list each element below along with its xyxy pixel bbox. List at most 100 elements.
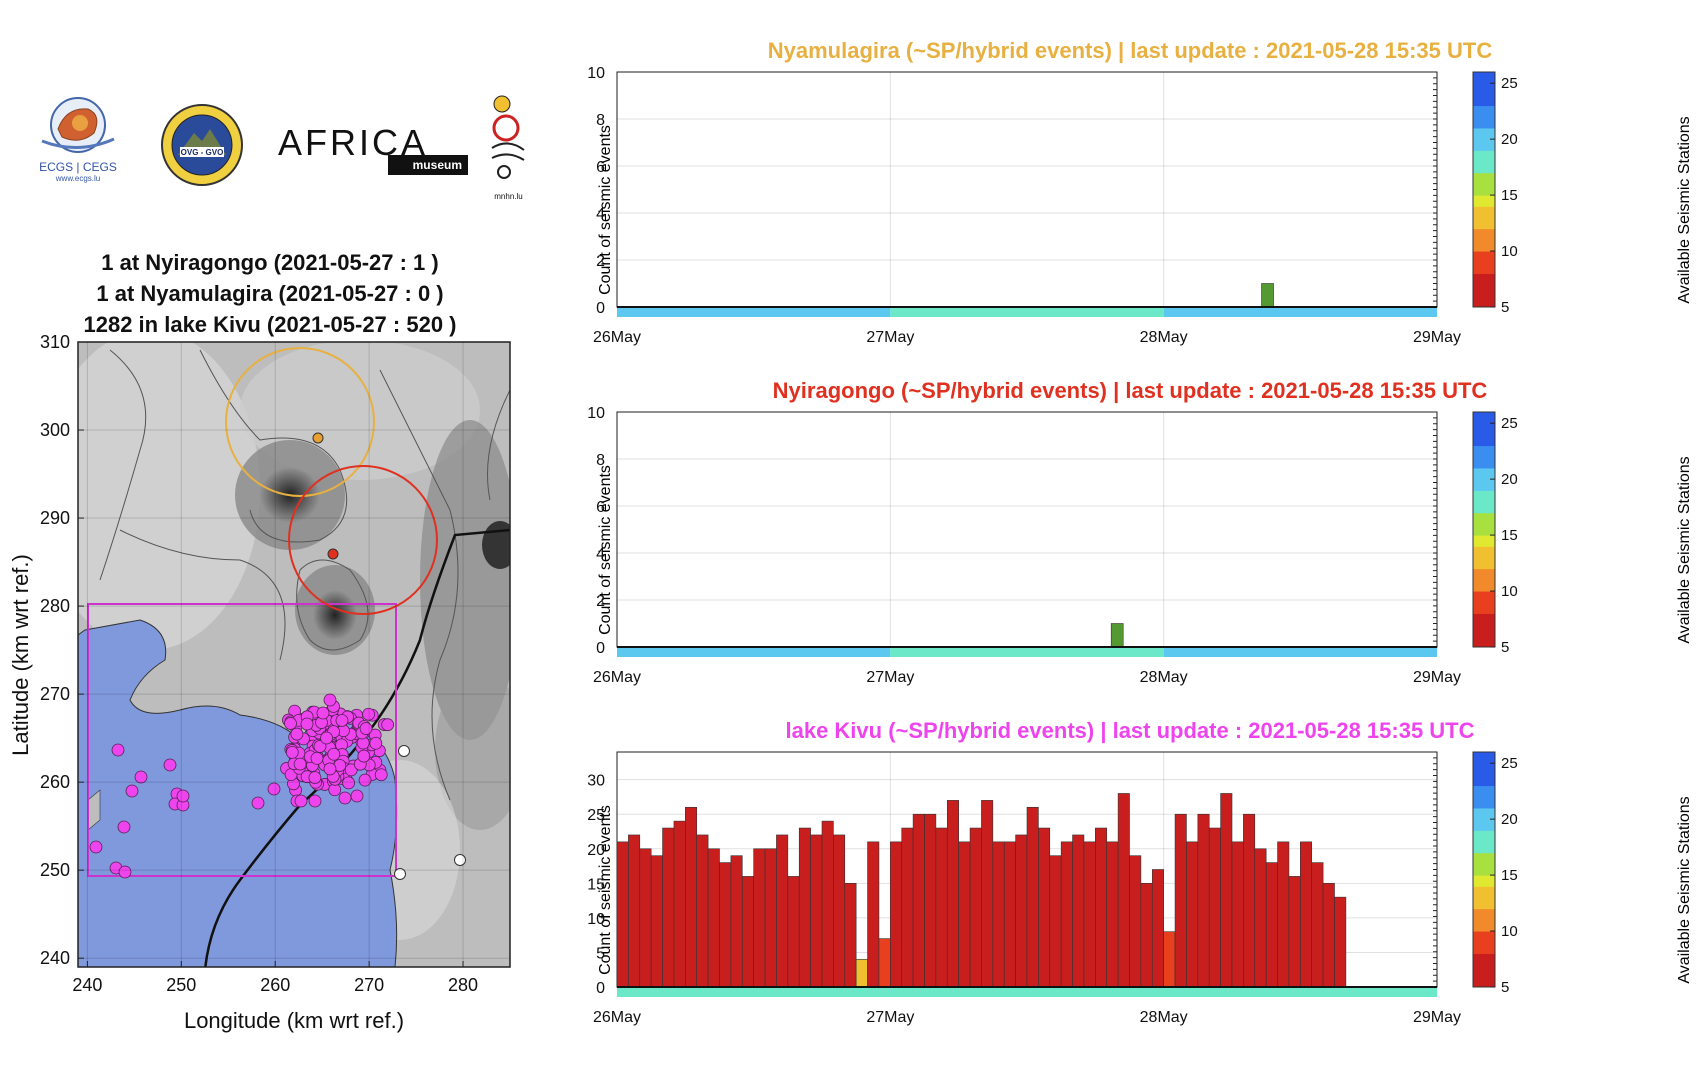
plot-area [616, 411, 1438, 648]
event-point [134, 770, 148, 784]
y-tick-label: 15 [587, 876, 605, 893]
event-point [359, 722, 373, 735]
event-bar [753, 848, 766, 988]
colorbar-segment [1473, 139, 1495, 151]
africa-text: AFRICA [278, 122, 429, 163]
event-point [323, 762, 337, 776]
colorbar-segment [1473, 105, 1495, 118]
y-tick-label: 30 [587, 773, 605, 790]
colorbar-segment [1473, 624, 1495, 637]
station-band [890, 647, 1164, 657]
colorbar-tick-label: 5 [1501, 979, 1509, 996]
event-bar [1208, 827, 1221, 988]
x-tick-label: 27May [866, 329, 914, 346]
event-bar [935, 827, 948, 988]
colorbar-segment [1473, 523, 1495, 536]
event-bar [1072, 834, 1085, 988]
nyiragongo-circle [288, 465, 438, 615]
ecgs-logo: ECGS | CEGS www.ecgs.lu [38, 93, 118, 183]
event-bar [1174, 813, 1187, 988]
colorbar-segment [1473, 273, 1495, 286]
event-point [320, 731, 333, 745]
event-bar [1277, 841, 1290, 988]
map-xtick-label: 270 [354, 975, 384, 995]
event-bar [924, 813, 937, 988]
x-tick-label: 28May [1140, 329, 1188, 346]
colorbar-segment [1473, 183, 1495, 196]
colorbar-frame [1472, 751, 1496, 988]
map-ytick-label: 240 [40, 948, 70, 968]
ovg-text: OVG - GVO [181, 148, 224, 157]
event-bar [662, 827, 675, 988]
event-bar [673, 820, 686, 988]
colorbar-segment [1473, 568, 1495, 581]
ecgs-text: ECGS | CEGS [39, 160, 117, 174]
y-tick-label: 4 [596, 206, 605, 223]
event-bar [1220, 793, 1233, 988]
ecgs-url: www.ecgs.lu [55, 174, 101, 183]
colorbar-segment [1473, 501, 1495, 514]
event-points [89, 693, 395, 879]
colorbar-segment [1473, 251, 1495, 263]
map-ytick-label: 300 [40, 420, 70, 440]
event-bar [958, 841, 971, 988]
x-tick-label: 26May [593, 1009, 641, 1026]
event-bar [1311, 862, 1324, 988]
colorbar-segment [1473, 546, 1495, 558]
event-bar [901, 827, 914, 988]
event-bar [639, 848, 652, 988]
y-tick-label: 6 [596, 499, 605, 516]
lake-kivu-box [87, 603, 397, 877]
y-tick-label: 0 [596, 300, 605, 317]
event-bar [1049, 855, 1062, 988]
colorbar-segment [1473, 456, 1495, 469]
event-point [374, 768, 388, 782]
event-bar [776, 834, 789, 988]
event-bar [1288, 876, 1301, 988]
colorbar-segment [1473, 807, 1495, 820]
event-bar [969, 827, 982, 988]
y-tick-label: 25 [587, 807, 605, 824]
map-ytick-label: 260 [40, 772, 70, 792]
colorbar-segment [1473, 841, 1495, 854]
colorbar-tick-label: 5 [1501, 299, 1509, 316]
map-title-line: 1282 in lake Kivu (2021-05-27 : 520 ) [83, 312, 457, 337]
event-bar [878, 938, 891, 988]
event-bar [1322, 883, 1335, 988]
y-tick-label: 0 [596, 640, 605, 657]
station-band [1163, 647, 1437, 657]
colorbar-segment [1473, 217, 1495, 230]
colorbar-segment [1473, 830, 1495, 843]
x-tick-label: 28May [1140, 1009, 1188, 1026]
colorbar-segment [1473, 467, 1495, 480]
event-bar [1110, 623, 1124, 648]
event-bar [1117, 793, 1130, 988]
event-point [310, 751, 324, 765]
map-xlabel: Longitude (km wrt ref.) [184, 1008, 404, 1033]
station-marker [398, 745, 410, 757]
event-bar [1106, 841, 1119, 988]
colorbar-segment [1473, 239, 1495, 252]
colorbar-segment [1473, 774, 1495, 787]
colorbar-segment [1473, 172, 1495, 185]
plot-area [616, 71, 1438, 308]
nyiragongo-point [327, 548, 339, 560]
event-bar [730, 855, 743, 988]
map-ytick-label: 290 [40, 508, 70, 528]
colorbar-segment [1473, 635, 1495, 648]
station-marker [394, 868, 406, 880]
y-tick-label: 8 [596, 452, 605, 469]
colorbar-segment [1473, 763, 1495, 775]
colorbar-segment [1473, 752, 1495, 764]
colorbar-tick-label: 25 [1501, 755, 1518, 772]
event-point [285, 745, 299, 759]
colorbar-segment [1473, 908, 1495, 921]
colorbar-segment [1473, 875, 1495, 887]
map-title-line: 1 at Nyiragongo (2021-05-27 : 1 ) [101, 250, 439, 275]
event-point [323, 693, 337, 707]
event-point [308, 771, 322, 785]
event-bar [810, 834, 823, 988]
event-bar [1163, 931, 1176, 988]
event-point [125, 784, 139, 798]
event-bar [890, 841, 903, 988]
